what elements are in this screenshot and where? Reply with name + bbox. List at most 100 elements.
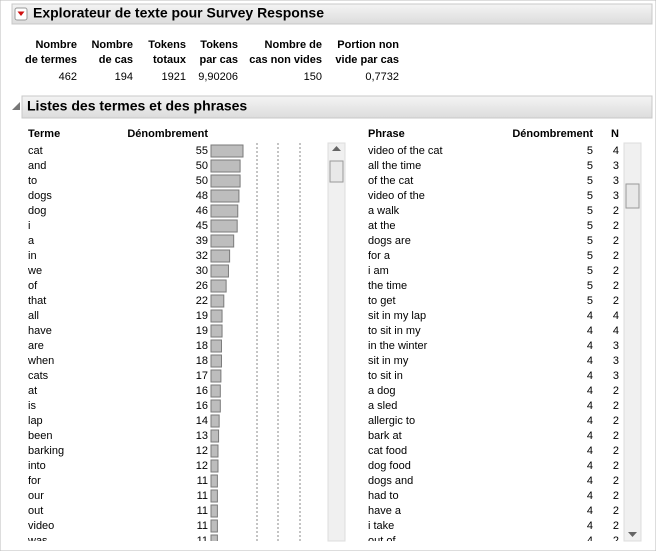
phrase-count: 4 (587, 490, 593, 502)
summary-header: Nombre de (265, 39, 322, 51)
term: video (28, 520, 54, 532)
count-bar (210, 324, 223, 338)
summary-header: vide par cas (335, 54, 399, 66)
summary-value: 0,7732 (365, 71, 399, 83)
term-count: 26 (196, 280, 208, 292)
phrase: dog food (368, 460, 411, 472)
phrase: i am (368, 265, 389, 277)
term-count: 50 (196, 175, 208, 187)
term-count: 18 (196, 355, 208, 367)
phrase-n: 3 (613, 370, 619, 382)
scrollbar[interactable] (327, 142, 346, 542)
phrase-count: 5 (587, 235, 593, 247)
phrase-n: 2 (613, 280, 619, 292)
phrase-n: 2 (613, 460, 619, 472)
red-triangle[interactable] (17, 11, 25, 17)
phrase: the time (368, 280, 407, 292)
term-count: 12 (196, 460, 208, 472)
phrase: video of the (368, 190, 425, 202)
count-bar (210, 279, 227, 293)
term-count: 30 (196, 265, 208, 277)
term: of (28, 280, 38, 292)
summary-header: Tokens (148, 39, 186, 51)
col-header: Phrase (368, 128, 405, 140)
term: dog (28, 205, 46, 217)
count-bar (210, 354, 222, 368)
count-bar (210, 144, 244, 158)
phrase-n: 2 (613, 520, 619, 532)
term-count: 13 (196, 430, 208, 442)
term-count: 22 (196, 295, 208, 307)
term-count: 11 (197, 520, 208, 532)
count-bar (210, 534, 218, 541)
phrase-count: 4 (587, 460, 593, 472)
phrase: allergic to (368, 415, 415, 427)
summary-header: Nombre (91, 39, 133, 51)
phrase: i take (368, 520, 394, 532)
term: is (28, 400, 36, 412)
count-bar (210, 309, 223, 323)
count-bar (210, 474, 218, 488)
phrase: sit in my (368, 355, 409, 367)
phrase-n: 4 (613, 310, 619, 322)
count-bar (210, 294, 225, 308)
phrase-n: 2 (613, 205, 619, 217)
phrase: dogs are (368, 235, 411, 247)
term: when (27, 355, 54, 367)
count-bar (210, 399, 221, 413)
term-count: 16 (196, 385, 208, 397)
term: and (28, 160, 46, 172)
phrase: bark at (368, 430, 402, 442)
summary-value: 1921 (162, 71, 186, 83)
count-bar (210, 414, 220, 428)
summary-header: par cas (199, 54, 238, 66)
phrase-n: 2 (613, 535, 619, 547)
phrase-count: 4 (587, 370, 593, 382)
summary-value: 194 (115, 71, 133, 83)
phrase-count: 4 (587, 505, 593, 517)
phrase-n: 3 (613, 175, 619, 187)
summary-value: 462 (59, 71, 77, 83)
summary-header: Portion non (337, 39, 399, 51)
term-count: 14 (196, 415, 208, 427)
phrase: cat food (368, 445, 407, 457)
term-count: 11 (197, 505, 208, 517)
term-count: 16 (196, 400, 208, 412)
header-bar (11, 3, 653, 25)
term-count: 39 (196, 235, 208, 247)
phrase-n: 2 (613, 445, 619, 457)
phrase-count: 4 (587, 340, 593, 352)
phrase-count: 5 (587, 295, 593, 307)
phrase: dogs and (368, 475, 413, 487)
phrase-count: 5 (587, 145, 593, 157)
term-count: 18 (196, 340, 208, 352)
phrase-count: 4 (587, 310, 593, 322)
phrase: out of (368, 535, 396, 547)
phrase-count: 5 (587, 265, 593, 277)
phrase-count: 4 (587, 475, 593, 487)
phrase: sit in my lap (368, 310, 426, 322)
term-count: 50 (196, 160, 208, 172)
phrase-count: 5 (587, 205, 593, 217)
summary-value: 9,90206 (198, 71, 238, 83)
section-toggle[interactable] (12, 102, 20, 110)
term: our (28, 490, 44, 502)
summary-header: Nombre (35, 39, 77, 51)
term-count: 11 (197, 490, 208, 502)
scrollbar[interactable] (623, 142, 642, 542)
phrase-count: 4 (587, 430, 593, 442)
term-count: 45 (196, 220, 208, 232)
count-bar (210, 339, 222, 353)
summary-header: totaux (153, 54, 187, 66)
col-header: Dénombrement (512, 128, 593, 140)
section-title: Listes des termes et des phrases (27, 98, 247, 114)
phrase: video of the cat (368, 145, 443, 157)
phrase: a walk (368, 205, 400, 217)
phrase-n: 2 (613, 415, 619, 427)
term: cats (28, 370, 49, 382)
phrase-n: 2 (613, 505, 619, 517)
count-bar (210, 264, 229, 278)
phrase-count: 5 (587, 280, 593, 292)
phrase-count: 4 (587, 520, 593, 532)
